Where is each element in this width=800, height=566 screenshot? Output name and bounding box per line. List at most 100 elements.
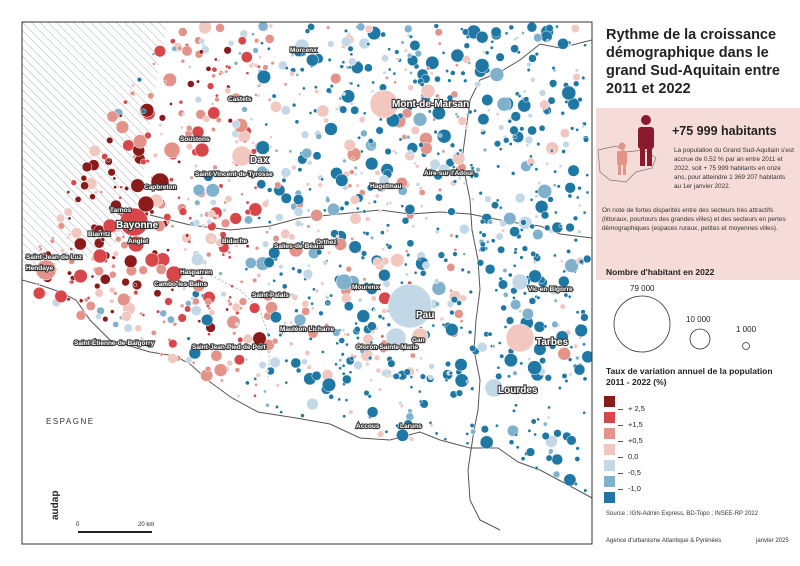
commune-circle — [348, 240, 362, 254]
commune-circle — [460, 27, 464, 31]
commune-circle — [412, 78, 418, 85]
commune-circle — [575, 128, 579, 132]
commune-circle — [192, 279, 206, 293]
commune-circle — [534, 214, 539, 219]
commune-circle — [258, 343, 264, 349]
commune-circle — [247, 174, 251, 179]
commune-circle — [378, 117, 383, 122]
commune-circle — [451, 165, 456, 169]
population-icon — [597, 115, 657, 183]
commune-circle — [310, 209, 323, 222]
commune-circle — [202, 115, 210, 123]
commune-circle — [112, 321, 120, 328]
commune-circle — [225, 307, 229, 312]
commune-circle — [545, 141, 560, 155]
commune-circle — [295, 367, 302, 374]
commune-circle — [566, 435, 577, 446]
commune-circle — [244, 267, 249, 271]
commune-circle — [374, 170, 381, 176]
commune-circle — [560, 110, 565, 116]
place-pau: Pau — [416, 310, 434, 321]
commune-circle — [454, 309, 464, 319]
commune-circle — [207, 332, 211, 337]
commune-circle — [112, 176, 117, 181]
commune-circle — [367, 394, 372, 399]
commune-circle — [413, 161, 417, 166]
commune-circle — [244, 257, 257, 269]
commune-circle — [191, 360, 196, 365]
commune-circle — [473, 108, 477, 113]
commune-circle — [38, 247, 43, 252]
commune-circle — [194, 199, 201, 206]
commune-circle — [186, 197, 191, 202]
commune-circle — [536, 417, 540, 422]
commune-circle — [407, 104, 414, 111]
commune-circle — [229, 212, 242, 225]
commune-circle — [256, 165, 268, 178]
commune-circle — [279, 325, 287, 333]
commune-circle — [418, 142, 424, 148]
commune-circle — [224, 195, 233, 203]
commune-circle — [139, 311, 143, 316]
commune-circle — [437, 187, 443, 193]
commune-circle — [409, 385, 414, 390]
commune-circle — [301, 307, 310, 316]
commune-circle — [280, 105, 291, 116]
commune-circle — [354, 321, 358, 326]
commune-circle — [124, 254, 138, 268]
commune-circle — [195, 109, 206, 120]
commune-circle — [380, 31, 387, 38]
country-label: ESPAGNE — [46, 417, 95, 426]
commune-circle — [49, 238, 55, 244]
commune-circle — [208, 309, 216, 316]
commune-circle — [155, 263, 167, 275]
commune-circle — [404, 272, 410, 277]
commune-circle — [462, 28, 470, 36]
commune-circle — [233, 61, 239, 66]
commune-circle — [244, 209, 251, 216]
commune-circle — [150, 329, 157, 336]
commune-circle — [370, 330, 375, 335]
commune-circle — [572, 215, 579, 221]
commune-circle — [257, 216, 262, 220]
commune-circle — [538, 89, 547, 97]
commune-circle — [220, 378, 224, 383]
commune-circle — [394, 348, 399, 352]
commune-circle — [353, 165, 358, 170]
commune-circle — [450, 70, 456, 76]
commune-circle — [490, 39, 495, 44]
commune-circle — [307, 327, 319, 339]
map: 0 20 km ESPAGNE audap Morcenx Mont-de-Ma… — [21, 21, 593, 545]
commune-circle — [534, 466, 539, 471]
commune-circle — [262, 64, 269, 71]
commune-circle — [533, 342, 547, 356]
commune-circle — [207, 106, 221, 120]
commune-circle — [325, 302, 330, 306]
commune-circle — [264, 122, 269, 127]
commune-circle — [258, 361, 267, 370]
commune-circle — [227, 255, 232, 260]
commune-circle — [499, 353, 505, 359]
commune-circle — [533, 321, 546, 333]
commune-circle — [552, 183, 557, 188]
commune-circle — [306, 53, 319, 67]
commune-circle — [372, 199, 377, 204]
commune-circle — [345, 342, 349, 347]
commune-circle — [140, 158, 147, 165]
commune-circle — [577, 96, 583, 103]
commune-circle — [434, 28, 443, 37]
commune-circle — [159, 309, 168, 318]
commune-circle — [348, 57, 357, 66]
commune-circle — [341, 371, 346, 376]
commune-circle — [234, 367, 241, 373]
commune-circle — [575, 446, 580, 451]
commune-circle — [238, 306, 243, 311]
commune-circle — [117, 292, 131, 307]
commune-circle — [490, 238, 496, 244]
commune-circle — [251, 140, 256, 145]
commune-circle — [95, 313, 102, 320]
logo: audap — [50, 491, 61, 520]
commune-circle — [158, 123, 163, 128]
commune-circle — [497, 245, 506, 254]
commune-circle — [212, 173, 217, 178]
